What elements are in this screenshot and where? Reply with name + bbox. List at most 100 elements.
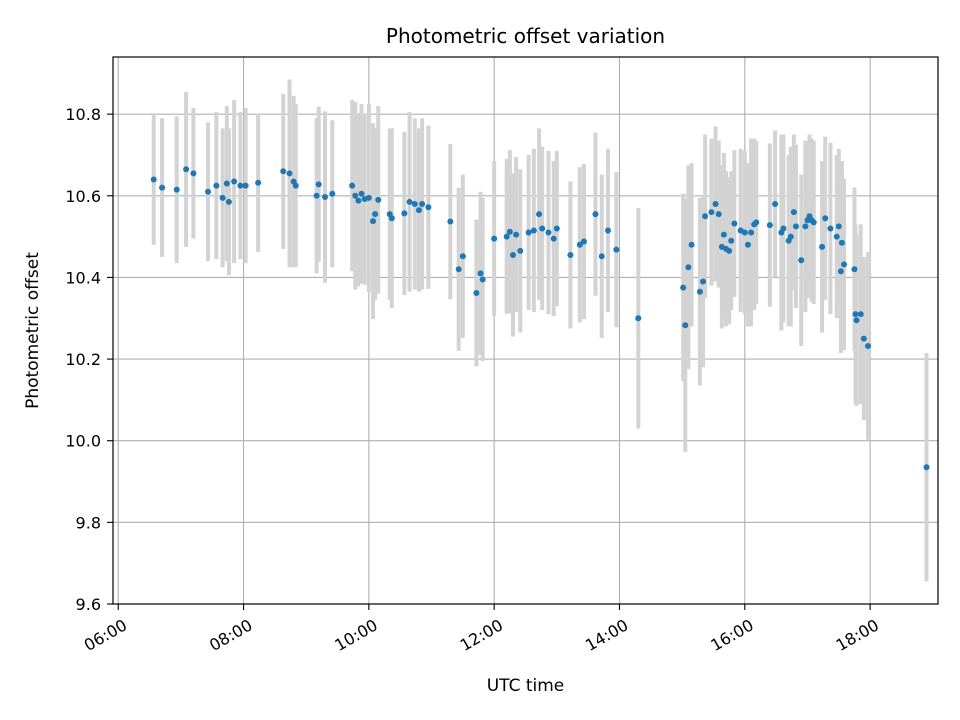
data-point	[491, 235, 498, 242]
data-point	[726, 247, 733, 254]
data-point	[865, 343, 872, 350]
data-point	[477, 270, 484, 277]
data-point	[255, 179, 262, 186]
data-point	[536, 211, 543, 218]
data-point	[545, 229, 552, 236]
chart-title: Photometric offset variation	[386, 24, 665, 48]
data-point	[780, 225, 787, 232]
y-tick-label: 9.8	[76, 513, 101, 532]
data-point	[592, 211, 599, 218]
y-tick-label: 10.6	[65, 187, 101, 206]
data-points	[150, 166, 930, 471]
data-point	[539, 225, 546, 232]
data-point	[720, 231, 727, 238]
data-point	[827, 225, 834, 232]
data-point	[321, 194, 328, 201]
data-point	[787, 233, 794, 240]
data-point	[685, 264, 692, 271]
data-point	[225, 198, 232, 205]
data-point	[219, 194, 226, 201]
data-point	[802, 223, 809, 230]
y-tick-label: 10.2	[65, 350, 101, 369]
data-point	[580, 238, 587, 245]
data-point	[838, 239, 845, 246]
data-point	[455, 266, 462, 273]
data-point	[223, 180, 230, 187]
data-point	[388, 215, 395, 222]
data-point	[525, 229, 532, 236]
data-point	[329, 190, 336, 197]
data-point	[822, 215, 829, 222]
data-point	[696, 288, 703, 295]
data-point	[365, 194, 372, 201]
data-point	[712, 200, 719, 207]
y-tick-label: 10.0	[65, 432, 101, 451]
data-point	[833, 233, 840, 240]
data-point	[242, 182, 249, 189]
data-point	[819, 243, 826, 250]
data-point	[473, 289, 480, 296]
data-point	[503, 233, 510, 240]
data-point	[851, 266, 858, 273]
y-tick-label: 10.4	[65, 268, 101, 287]
data-point	[635, 315, 642, 322]
data-point	[741, 229, 748, 236]
data-point	[459, 253, 466, 260]
data-point	[280, 168, 287, 175]
data-point	[205, 188, 212, 195]
data-point	[598, 253, 605, 260]
data-point	[748, 229, 755, 236]
data-point	[835, 223, 842, 230]
data-point	[315, 181, 322, 188]
data-point	[173, 186, 180, 193]
data-point	[313, 192, 320, 199]
data-point	[370, 218, 377, 225]
data-point	[744, 241, 751, 248]
data-point	[567, 251, 574, 258]
data-point	[375, 196, 382, 203]
data-point	[190, 170, 197, 177]
data-point	[798, 257, 805, 264]
data-point	[509, 251, 516, 258]
data-point	[576, 241, 583, 248]
data-point	[860, 335, 867, 342]
y-axis-title: Photometric offset	[23, 252, 43, 409]
y-tick-label: 10.8	[65, 105, 101, 124]
data-point	[680, 284, 687, 291]
data-point	[613, 246, 620, 253]
data-point	[728, 237, 735, 244]
data-point	[419, 200, 426, 207]
data-point	[159, 184, 166, 191]
data-point	[506, 228, 513, 235]
data-point	[792, 223, 799, 230]
data-point	[292, 182, 299, 189]
x-axis-title: UTC time	[487, 676, 565, 696]
y-tick-label: 9.6	[76, 595, 101, 614]
data-point	[857, 311, 864, 318]
data-point	[183, 166, 190, 173]
data-point	[231, 178, 238, 185]
data-point	[688, 241, 695, 248]
data-point	[425, 204, 432, 211]
data-point	[837, 268, 844, 275]
data-point	[853, 317, 860, 324]
data-point	[237, 182, 244, 189]
data-point	[772, 200, 779, 207]
data-point	[605, 227, 611, 234]
data-point	[702, 213, 709, 220]
data-point	[700, 278, 707, 285]
data-point	[213, 182, 220, 189]
data-point	[513, 231, 520, 238]
data-point	[150, 176, 157, 183]
data-point	[766, 222, 773, 229]
data-point	[682, 322, 689, 329]
data-point	[708, 209, 715, 216]
data-point	[715, 211, 722, 218]
data-point	[731, 220, 738, 227]
data-point	[349, 182, 356, 189]
plot-area-frame	[112, 56, 939, 605]
data-point	[923, 464, 930, 471]
data-point	[415, 207, 422, 214]
data-point	[550, 235, 557, 242]
